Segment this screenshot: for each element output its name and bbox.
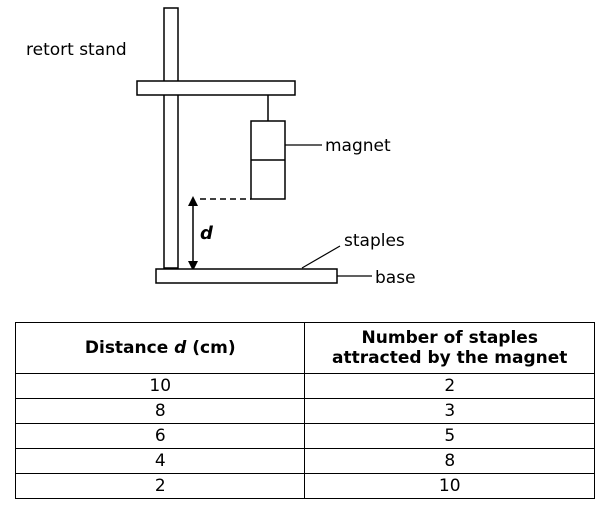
distance-cell: 6: [14, 423, 306, 449]
staples-cell: 8: [304, 448, 595, 474]
distance-cell: 8: [14, 398, 306, 424]
distance-label: d: [200, 223, 214, 244]
staples-cell: 2: [304, 373, 595, 399]
magnet-label: magnet: [325, 136, 391, 156]
distance-column-header: Distance d (cm): [14, 322, 306, 374]
base: [155, 268, 338, 284]
results-table: Distance d (cm) Number of staples attract…: [14, 322, 595, 499]
table-header-row: Distance d (cm) Number of staples attract…: [14, 322, 595, 374]
distance-cell: 10: [14, 373, 306, 399]
staples-cell: 10: [304, 473, 595, 499]
staples-leader-line: [301, 245, 341, 269]
staples-label: staples: [344, 231, 405, 251]
distance-variable: d: [174, 338, 187, 358]
staples-cell: 5: [304, 423, 595, 449]
distance-cell: 2: [14, 473, 306, 499]
staples-cell: 3: [304, 398, 595, 424]
staples-column-header: Number of staples attracted by the magnet: [304, 322, 595, 374]
retort-stand-label: retort stand: [26, 40, 127, 60]
clamp-arm: [136, 80, 296, 96]
base-label: base: [375, 268, 416, 288]
table-row: 10 2: [14, 373, 595, 399]
retort-stand-rod: [163, 7, 179, 269]
apparatus-diagram: retort stand magnet staples base d: [26, 7, 416, 288]
table-row: 2 10: [14, 473, 595, 499]
distance-cell: 4: [14, 448, 306, 474]
